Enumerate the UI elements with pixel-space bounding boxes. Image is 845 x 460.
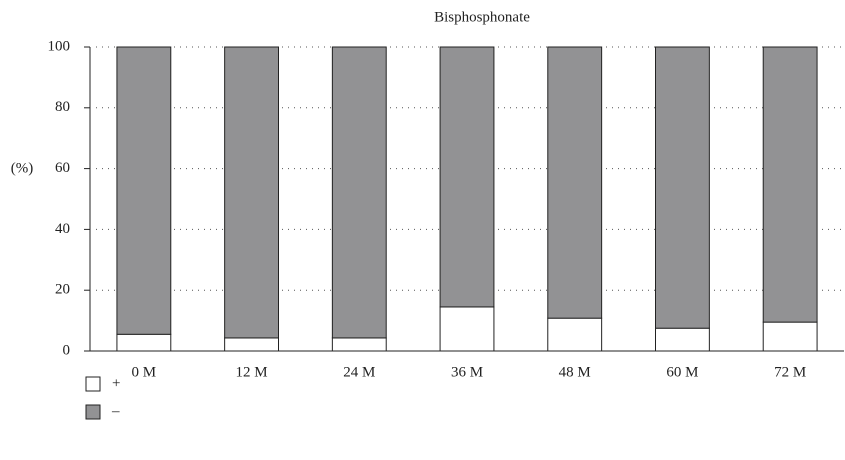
- legend-swatch: [85, 376, 101, 392]
- x-tick-label: 24 M: [343, 364, 375, 380]
- chart-title: Bisphosphonate: [434, 9, 530, 25]
- y-tick-label: 100: [48, 38, 71, 54]
- y-axis-label: (%): [11, 160, 34, 176]
- legend-label: –: [111, 403, 120, 419]
- bar-segment: [762, 321, 818, 352]
- y-tick-label: 20: [55, 282, 70, 298]
- bar-segment: [762, 46, 818, 323]
- bar-segment: [547, 46, 603, 319]
- bar-segment: [439, 306, 495, 352]
- bar-segment: [439, 46, 495, 308]
- bar-segment: [655, 46, 710, 329]
- y-tick-label: 80: [55, 99, 70, 115]
- bar-segment: [116, 333, 172, 352]
- bar-segment: [547, 317, 603, 352]
- x-tick-label: 60 M: [666, 364, 698, 380]
- y-tick-label: 40: [55, 221, 70, 237]
- legend-label: +: [112, 375, 120, 391]
- bar-segment: [331, 46, 387, 339]
- x-tick-label: 0 M: [132, 364, 157, 380]
- legend-swatch: [85, 404, 101, 420]
- bar-segment: [224, 337, 279, 352]
- x-tick-label: 36 M: [451, 364, 483, 380]
- y-tick-label: 0: [63, 342, 71, 358]
- y-tick-label: 60: [55, 160, 70, 176]
- bar-segment: [655, 327, 710, 352]
- bar-segment: [116, 46, 172, 335]
- x-tick-label: 12 M: [236, 364, 268, 380]
- bar-segment: [331, 337, 387, 352]
- bar-segment: [224, 46, 279, 339]
- x-tick-label: 72 M: [774, 364, 806, 380]
- x-tick-label: 48 M: [559, 364, 591, 380]
